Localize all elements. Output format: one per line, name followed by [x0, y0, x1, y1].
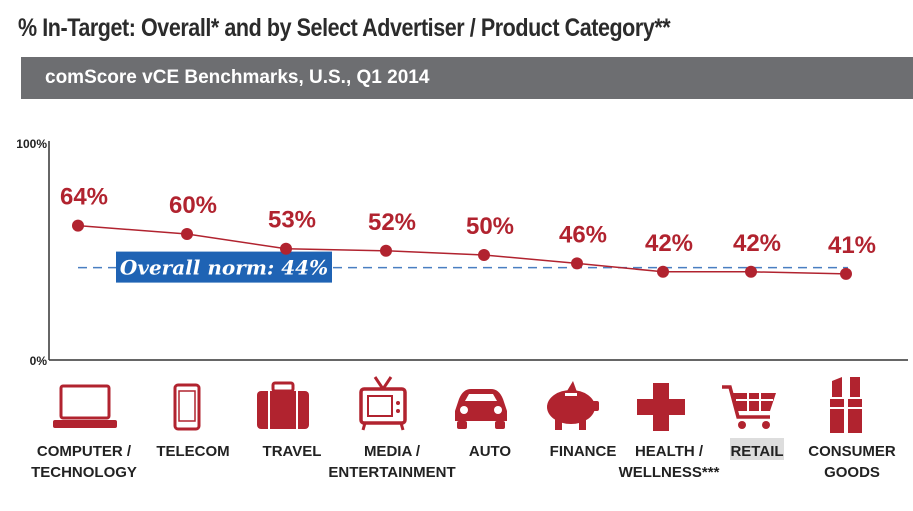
data-label-media-entertainment: 52%: [368, 209, 416, 236]
category-label-retail: RETAIL: [730, 443, 783, 460]
data-point-finance: [571, 257, 583, 270]
data-point-retail: [745, 265, 757, 278]
data-point-media-entertainment: [380, 244, 392, 257]
data-labels: 64% 60% 53% 52% 50% 46% 42% 42% 41%: [60, 184, 876, 259]
lipstick-icon: [830, 377, 862, 433]
data-label-travel: 53%: [268, 207, 316, 234]
data-label-consumer-goods: 41%: [828, 232, 876, 259]
y-tick-label-top: 100%: [16, 137, 47, 151]
data-label-telecom: 60%: [169, 192, 217, 219]
norm-label-box: [116, 251, 332, 283]
car-icon: [455, 389, 507, 429]
chart-axes: 100% 0%: [16, 137, 908, 368]
tv-icon: [359, 376, 407, 431]
category-icons: [53, 376, 862, 433]
data-label-retail: 42%: [733, 230, 781, 257]
data-label-finance: 46%: [559, 221, 607, 248]
category-labels: COMPUTER / TECHNOLOGY TELECOM TRAVEL MEDIA /…: [31, 438, 896, 481]
chart-title: % In-Target: Overall* and by Select Adve…: [18, 14, 671, 42]
norm-label: Overall norm: 44%: [120, 256, 328, 280]
medical-cross-icon: [637, 383, 685, 431]
highlight-retail: [730, 438, 784, 460]
category-label-media-entertainment: MEDIA / ENTERTAINMENT: [328, 443, 455, 481]
data-point-telecom: [181, 228, 193, 240]
data-point-computer-technology: [72, 219, 84, 232]
data-label-auto: 50%: [466, 213, 514, 240]
data-point-health-wellness: [657, 265, 669, 278]
category-label-finance: FINANCE: [550, 443, 617, 460]
category-label-auto: AUTO: [469, 443, 512, 460]
category-label-telecom: TELECOM: [156, 443, 229, 460]
data-point-consumer-goods: [840, 267, 852, 280]
laptop-icon: [53, 384, 117, 428]
category-label-consumer-goods: CONSUMER GOODS: [808, 443, 896, 481]
shopping-cart-icon: [722, 385, 776, 429]
category-label-travel: TRAVEL: [263, 443, 322, 460]
category-label-health-wellness: HEALTH / WELLNESS***: [619, 443, 720, 481]
phone-icon: [173, 383, 201, 431]
category-label-computer-technology: COMPUTER / TECHNOLOGY: [31, 443, 137, 481]
data-point-travel: [280, 242, 292, 255]
subtitle-banner: comScore vCE Benchmarks, U.S., Q1 2014: [21, 57, 913, 99]
suitcase-icon: [257, 381, 309, 429]
data-point-auto: [478, 249, 490, 261]
data-label-computer-technology: 64%: [60, 184, 108, 211]
subtitle-text: comScore vCE Benchmarks, U.S., Q1 2014: [45, 67, 430, 88]
piggy-bank-icon: [547, 381, 599, 430]
overall-norm: Overall norm: 44%: [78, 251, 848, 283]
data-points: [72, 219, 852, 280]
y-tick-label-bottom: 0%: [30, 354, 48, 368]
data-label-health-wellness: 42%: [645, 230, 693, 257]
